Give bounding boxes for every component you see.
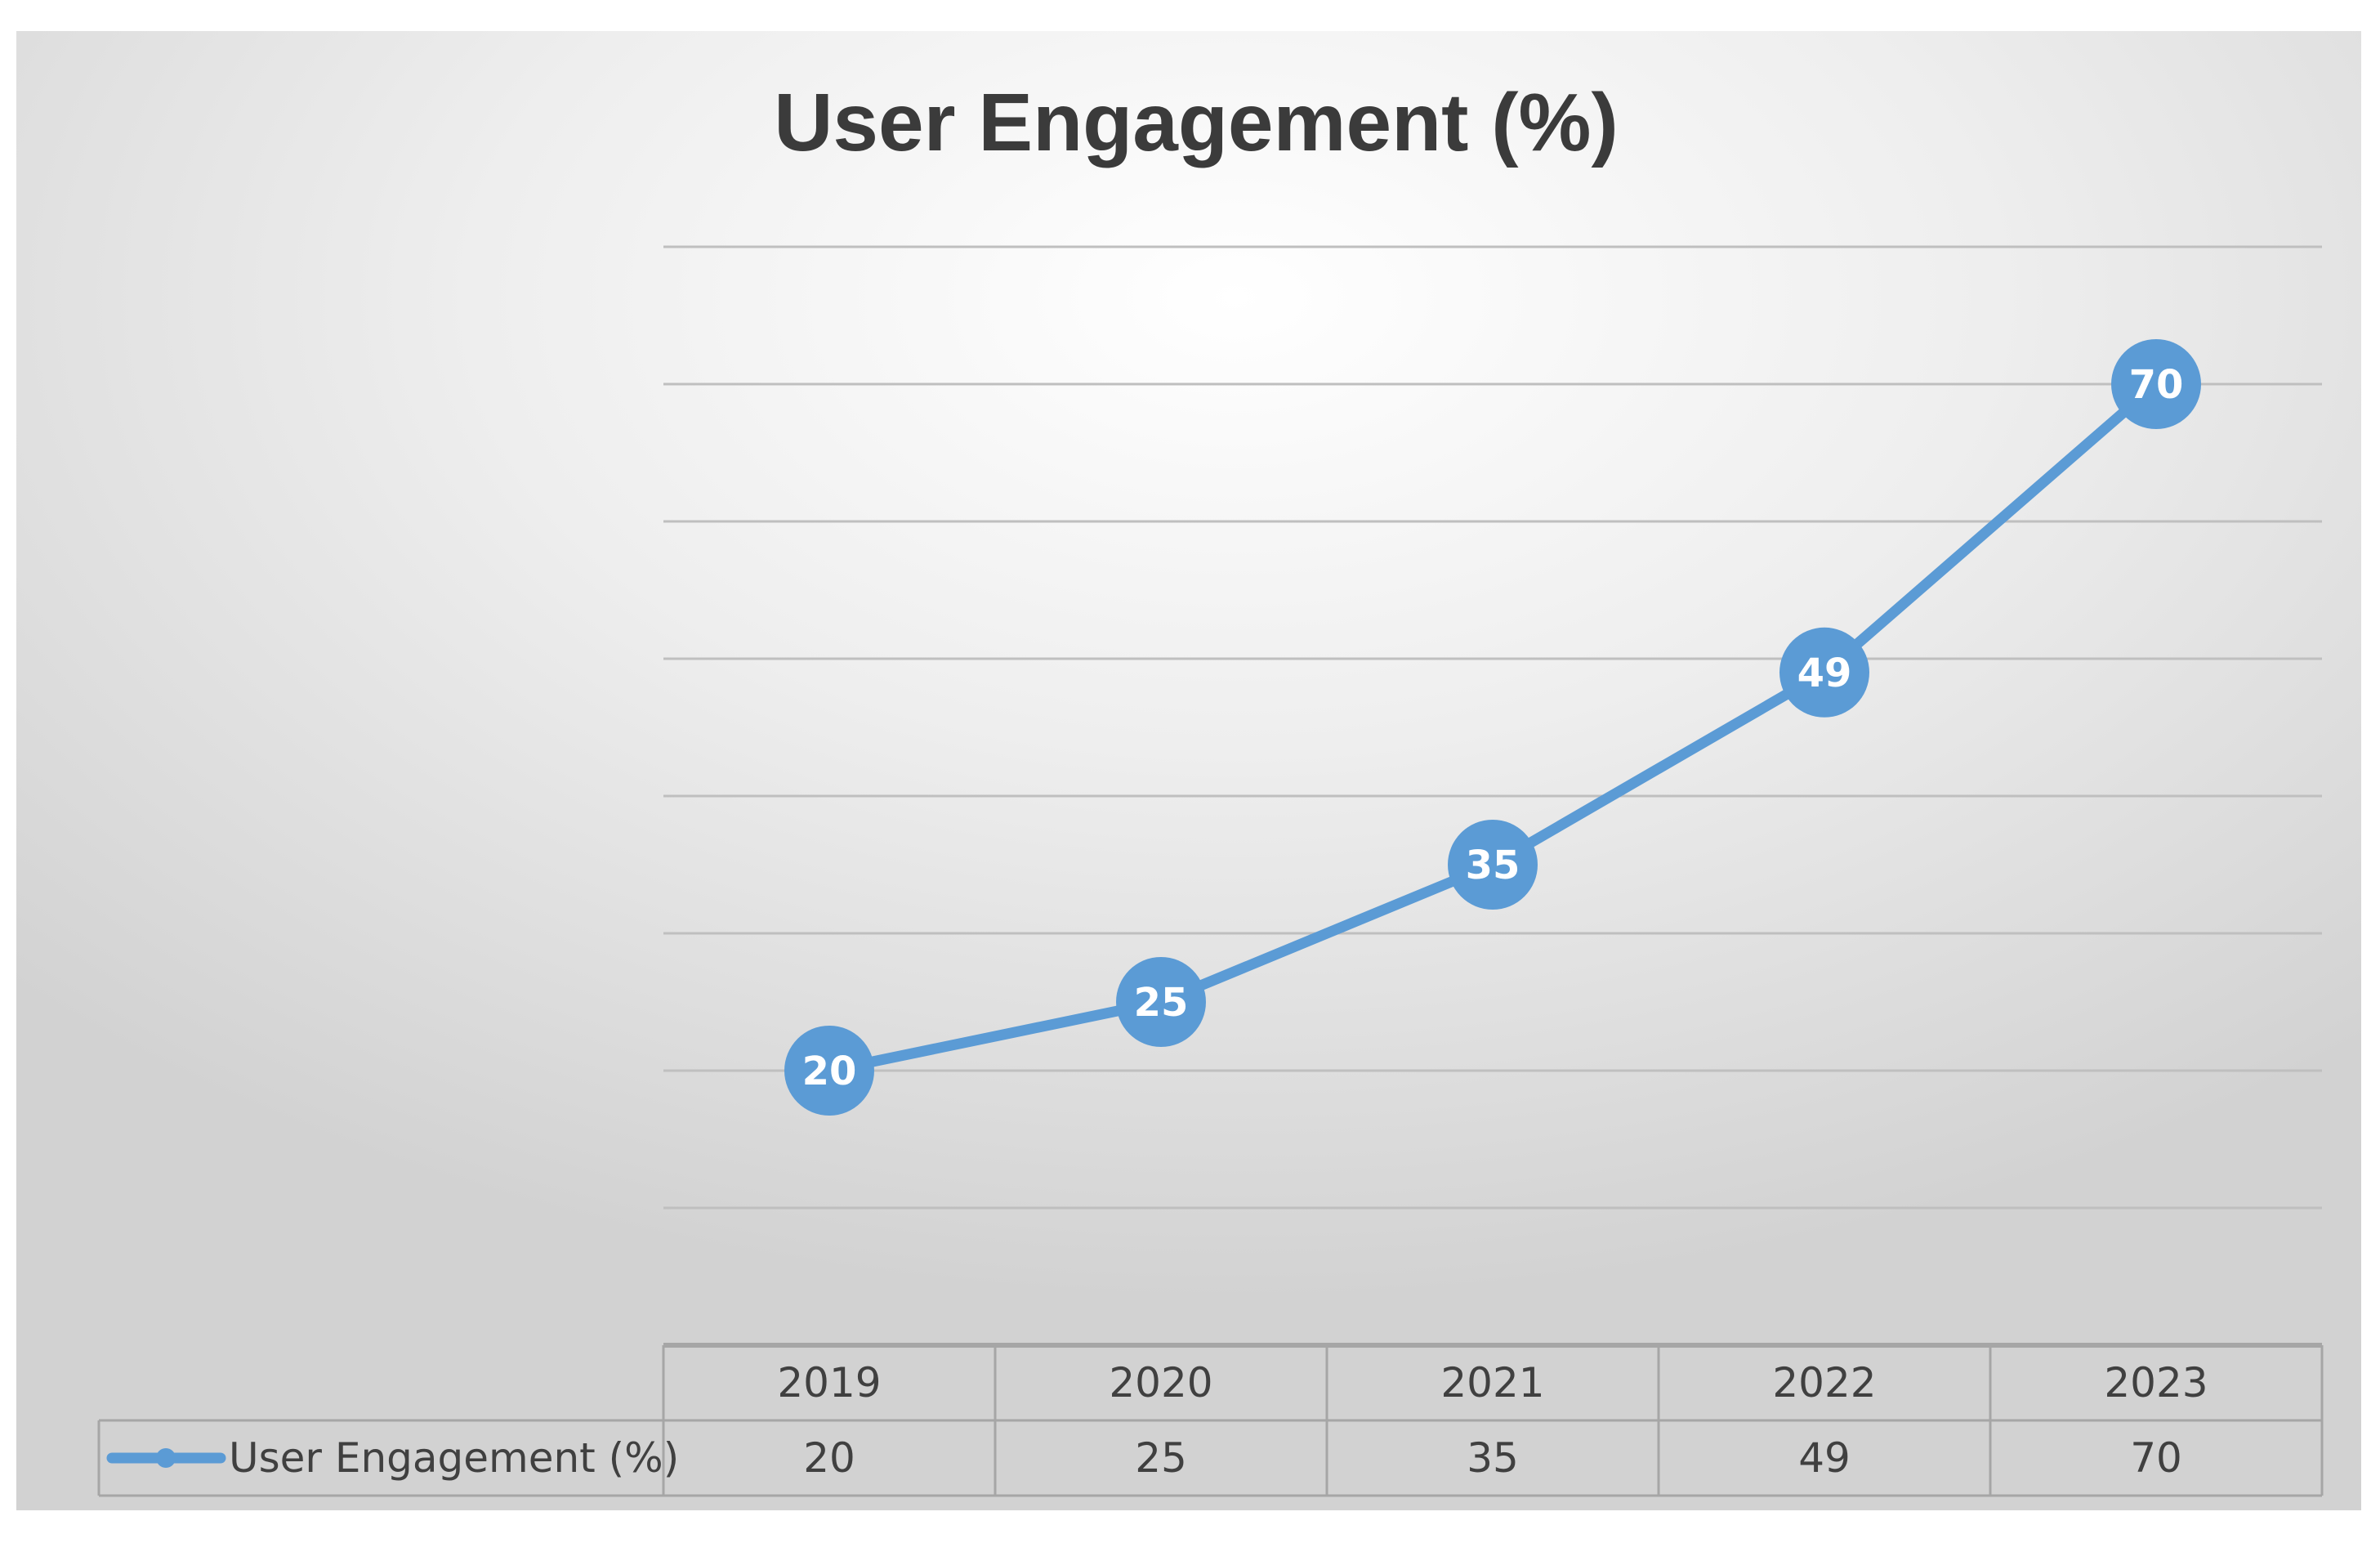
data-label: 35 [1466, 843, 1520, 888]
chart-title: User Engagement (%) [774, 77, 1619, 168]
table-value-cell: 70 [2130, 1434, 2182, 1482]
table-value-cell: 25 [1135, 1434, 1187, 1482]
data-point-marker [2111, 339, 2201, 429]
legend-marker [156, 1448, 176, 1468]
table-header-cell: 2023 [2104, 1359, 2208, 1407]
data-label: 49 [1797, 651, 1852, 696]
gridlines [663, 245, 2322, 1210]
data-table: 2019 2020 2021 2022 2023 User Engagement (%) 2… [97, 1343, 2324, 1497]
table-value-cell: 49 [1798, 1434, 1851, 1482]
chart-area [16, 31, 2361, 1510]
table-value-cell: 20 [803, 1434, 855, 1482]
table-header-cell: 2020 [1109, 1359, 1212, 1407]
table-header-cell: 2019 [777, 1359, 881, 1407]
data-label: 20 [802, 1049, 857, 1094]
series-line [824, 378, 2162, 1076]
data-label: 70 [2129, 362, 2184, 408]
data-label: 25 [1134, 980, 1189, 1026]
data-point-marker [1116, 957, 1206, 1047]
table-header-cell: 2022 [1772, 1359, 1876, 1407]
series-layer: 20 25 35 49 70 [784, 339, 2201, 1116]
data-point-marker [1779, 627, 1869, 718]
data-point-marker [784, 1026, 874, 1116]
legend-label: User Engagement (%) [229, 1434, 679, 1482]
data-point-marker [1448, 820, 1538, 910]
table-value-cell: 35 [1467, 1434, 1519, 1482]
table-header-cell: 2021 [1440, 1359, 1544, 1407]
